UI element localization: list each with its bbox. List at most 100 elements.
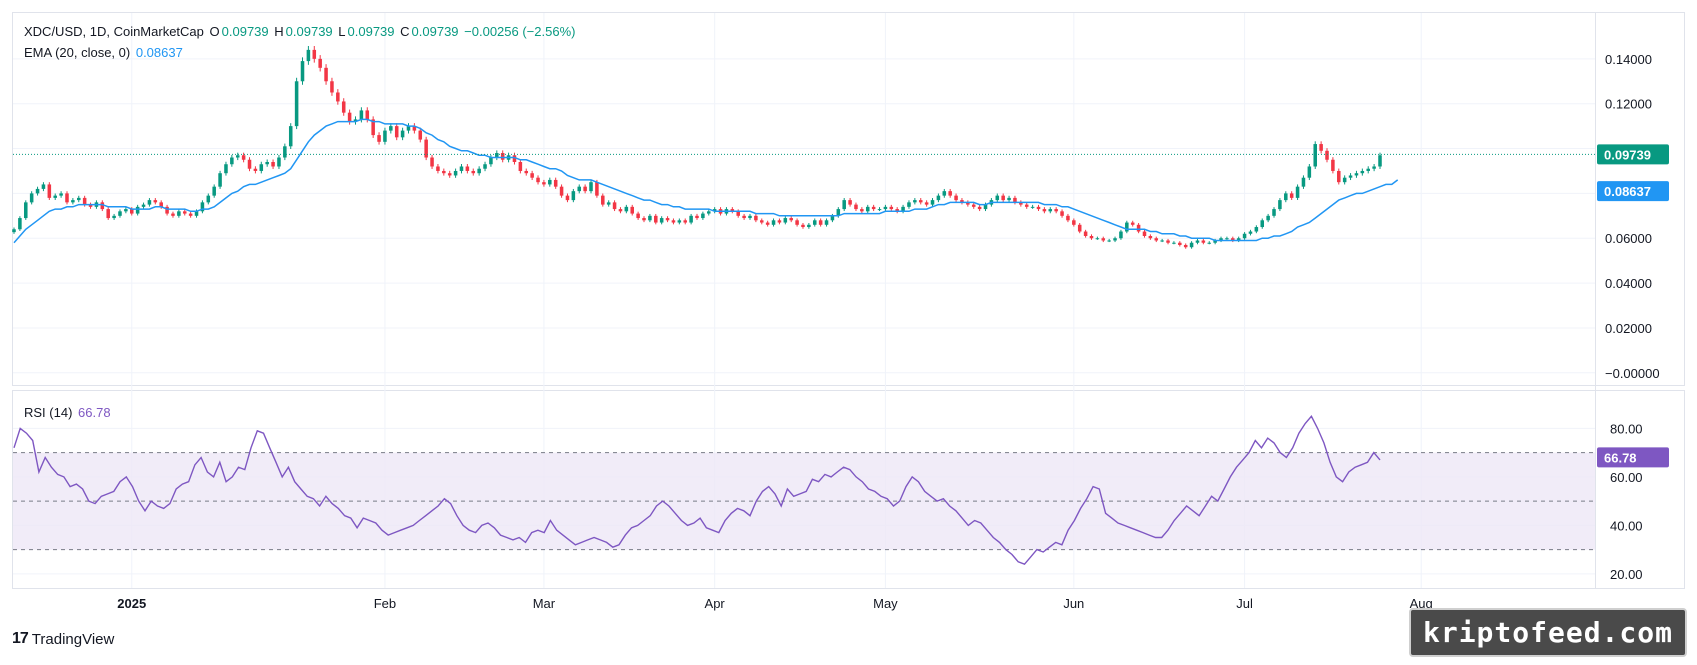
candle bbox=[612, 200, 617, 212]
candle bbox=[1354, 170, 1359, 178]
candle bbox=[118, 209, 122, 218]
candle-body bbox=[477, 168, 481, 174]
high-value: 0.09739 bbox=[285, 24, 333, 39]
candle bbox=[936, 193, 941, 203]
ema-legend[interactable]: EMA (20, close, 0) 0.08637 bbox=[24, 45, 185, 60]
candle bbox=[135, 204, 140, 216]
watermark: kriptofeed.com bbox=[1408, 608, 1687, 657]
candle-body bbox=[1284, 193, 1288, 201]
candle bbox=[1148, 234, 1153, 240]
time-tick-label: Jul bbox=[1236, 596, 1253, 611]
tradingview-logo[interactable]: 17 TradingView bbox=[12, 630, 114, 648]
candle bbox=[907, 200, 911, 209]
candle bbox=[948, 188, 952, 198]
time-tick-label: Jun bbox=[1063, 596, 1084, 611]
candle bbox=[1066, 213, 1070, 223]
candle bbox=[548, 177, 552, 187]
candle-body bbox=[1342, 177, 1347, 183]
rsi-legend[interactable]: RSI (14) 66.78 bbox=[24, 405, 113, 420]
candle-body bbox=[924, 202, 929, 205]
candle-body bbox=[465, 166, 470, 171]
candle bbox=[1195, 238, 1200, 245]
candle-body bbox=[1024, 204, 1029, 207]
candle bbox=[518, 159, 523, 174]
candle-body bbox=[636, 213, 640, 219]
candle bbox=[1289, 191, 1294, 200]
candle bbox=[854, 202, 858, 212]
candle-body bbox=[536, 177, 540, 183]
candle-body bbox=[1337, 170, 1341, 183]
candle bbox=[1284, 191, 1288, 203]
symbol-label[interactable]: XDC/USD, 1D, CoinMarketCap bbox=[24, 24, 204, 39]
candle bbox=[88, 202, 93, 209]
candle-body bbox=[848, 200, 852, 205]
candle bbox=[818, 218, 823, 227]
candle-body bbox=[889, 206, 894, 210]
candle bbox=[701, 211, 705, 220]
candle bbox=[1366, 166, 1370, 174]
rsi-axis[interactable]: 80.00 60.00 40.00 20.00 bbox=[1610, 421, 1643, 582]
candle bbox=[1042, 207, 1047, 214]
candle bbox=[1378, 152, 1382, 169]
candle bbox=[777, 218, 782, 225]
candle bbox=[412, 123, 417, 134]
candle bbox=[1060, 209, 1064, 218]
candle-body bbox=[288, 126, 293, 147]
candle-body bbox=[1160, 240, 1164, 242]
candle bbox=[636, 211, 640, 220]
candle bbox=[1048, 207, 1053, 214]
candle bbox=[677, 218, 682, 225]
candle bbox=[1019, 200, 1023, 207]
candle-body bbox=[648, 215, 652, 221]
candle bbox=[1348, 173, 1353, 181]
candle-body bbox=[35, 188, 40, 194]
candle bbox=[536, 175, 540, 185]
candle-body bbox=[418, 130, 423, 140]
candle bbox=[259, 161, 264, 174]
candle-body bbox=[707, 211, 711, 214]
ema-price-tag: 0.08637 bbox=[1597, 181, 1669, 202]
price-tags: 0.09739 0.08637 66.78 bbox=[1597, 144, 1669, 468]
time-axis[interactable]: 2025 Feb Mar Apr May Jun Jul Aug bbox=[117, 596, 1432, 611]
candle bbox=[353, 116, 358, 125]
candle bbox=[35, 186, 40, 196]
candle bbox=[742, 213, 746, 220]
candle-body bbox=[1030, 206, 1035, 208]
candle-body bbox=[88, 204, 93, 207]
candle bbox=[306, 46, 311, 65]
candle-body bbox=[1313, 144, 1317, 167]
candle-body bbox=[294, 81, 299, 127]
candle bbox=[1272, 207, 1276, 218]
candle bbox=[1260, 218, 1265, 229]
candle-body bbox=[1319, 144, 1323, 151]
candle-body bbox=[971, 204, 976, 207]
candle bbox=[230, 154, 234, 167]
candle-body bbox=[1366, 168, 1370, 171]
price-pane[interactable] bbox=[12, 12, 1685, 386]
candle-body bbox=[1001, 195, 1005, 201]
candle bbox=[1030, 204, 1035, 209]
rsi-value-tag: 66.78 bbox=[1597, 447, 1669, 468]
candle-body bbox=[430, 157, 434, 167]
rsi-value: 66.78 bbox=[78, 405, 111, 420]
candle-body bbox=[771, 220, 776, 225]
candle bbox=[524, 168, 529, 176]
candle-body bbox=[742, 215, 746, 219]
candle-body bbox=[812, 220, 817, 225]
candle bbox=[977, 204, 982, 212]
candle bbox=[65, 191, 69, 205]
candle bbox=[760, 218, 764, 225]
candle-body bbox=[206, 195, 211, 203]
candle bbox=[1301, 175, 1306, 189]
candle-body bbox=[318, 58, 322, 68]
candle-body bbox=[842, 200, 846, 210]
candle bbox=[571, 188, 576, 203]
rsi-tick-label: 60.00 bbox=[1610, 470, 1643, 485]
candle-body bbox=[1060, 211, 1064, 216]
candle-body bbox=[765, 222, 770, 225]
candle-body bbox=[194, 211, 199, 216]
candle-body bbox=[530, 173, 534, 178]
candle-body bbox=[24, 202, 28, 219]
candle bbox=[1337, 168, 1341, 185]
candle-body bbox=[495, 153, 499, 158]
